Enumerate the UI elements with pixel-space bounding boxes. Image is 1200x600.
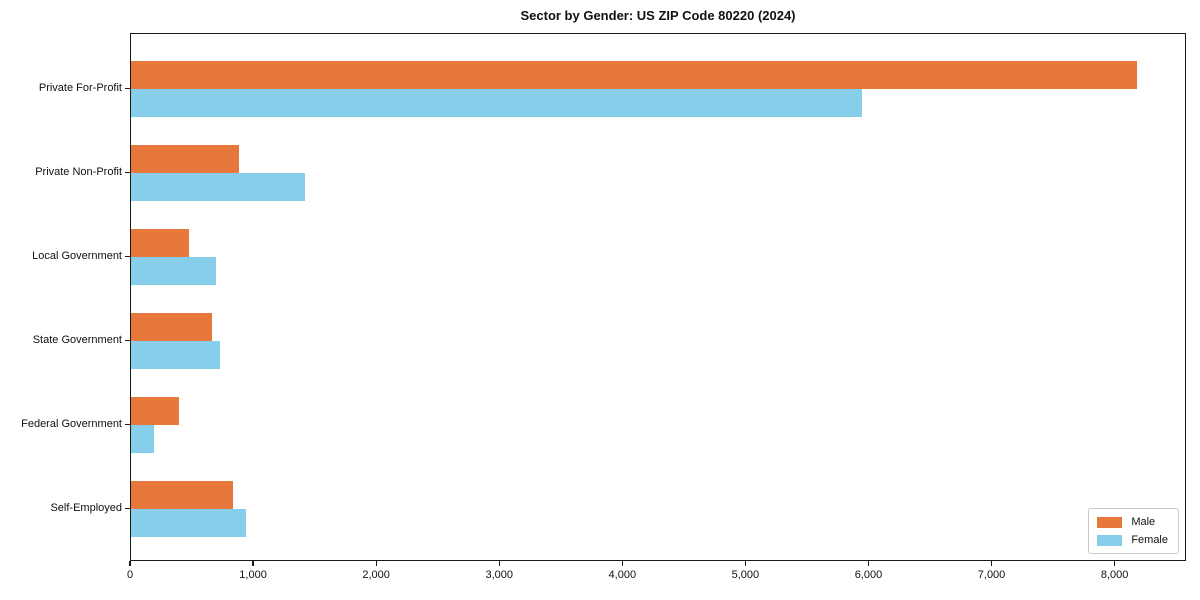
x-tick-mark-6000 [867,561,870,566]
bar-self-employed-male [131,481,234,509]
bar-federal-government-female [131,425,155,453]
bar-private-non-profit-male [131,145,240,173]
legend-item-female: Female [1097,534,1168,546]
y-tick-mark-federal-government [125,423,130,425]
x-tick-mark-8000 [1114,561,1116,566]
legend: Male Female [1088,508,1179,554]
bar-state-government-female [131,341,220,369]
x-tick-label-6000: 6,000 [854,569,883,581]
x-tick-mark-4000 [621,561,623,566]
male-series-swatch [1097,516,1123,528]
x-tick-label-5000: 5,000 [731,569,760,581]
x-tick-mark-3000 [498,561,500,566]
legend-label-female: Female [1131,534,1168,546]
y-tick-label-self-employed: Self-Employed [50,502,122,514]
y-tick-label-private-for-profit: Private For-Profit [38,82,122,94]
bar-local-government-female [131,257,216,285]
x-tick-mark-5000 [744,561,746,566]
y-tick-mark-private-non-profit [125,171,130,173]
y-tick-label-state-government: State Government [32,334,122,346]
bar-state-government-male [131,313,213,341]
x-tick-mark-1000 [252,561,254,566]
bar-private-for-profit-male [131,61,1137,89]
x-tick-label-1000: 1,000 [239,569,267,581]
bar-local-government-male [131,229,189,257]
bar-private-non-profit-female [131,173,305,201]
x-tick-mark-0 [129,561,131,566]
x-tick-label-4000: 4,000 [608,569,637,581]
y-tick-mark-state-government [125,339,130,341]
bar-self-employed-female [131,509,246,537]
plot-area: Male Female [130,33,1186,561]
y-tick-mark-private-for-profit [125,87,130,89]
y-tick-mark-self-employed [125,507,130,509]
chart-title: Sector by Gender: US ZIP Code 80220 (202… [520,8,796,23]
y-tick-label-federal-government: Federal Government [21,418,122,430]
female-series-swatch [1097,534,1123,546]
x-tick-label-0: 0 [126,569,134,581]
bar-private-for-profit-female [131,89,863,117]
x-tick-label-8000: 8,000 [1100,569,1129,581]
x-tick-label-7000: 7,000 [977,569,1006,581]
x-tick-mark-2000 [375,561,377,566]
x-tick-label-2000: 2,000 [362,569,390,581]
legend-label-male: Male [1131,516,1156,528]
y-tick-mark-local-government [125,255,130,257]
x-tick-mark-7000 [990,561,993,566]
bar-federal-government-male [131,397,179,425]
x-tick-label-3000: 3,000 [485,569,513,581]
y-tick-label-private-non-profit: Private Non-Profit [35,166,122,178]
y-tick-label-local-government: Local Government [32,250,122,262]
legend-item-male: Male [1097,516,1168,528]
